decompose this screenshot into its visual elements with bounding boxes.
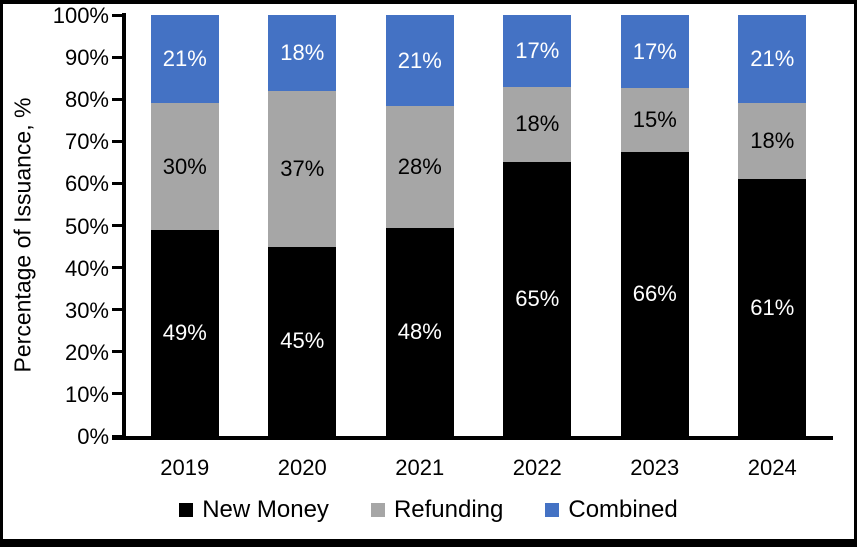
segment-refunding: 30% — [150, 103, 219, 230]
legend-item-refunding: Refunding — [370, 496, 504, 524]
segment-combined: 21% — [738, 15, 807, 104]
segment-combined: 21% — [385, 15, 454, 107]
y-axis-tick — [112, 266, 124, 270]
legend-swatch-refunding — [370, 503, 385, 517]
data-label: 21% — [162, 46, 207, 72]
y-axis-tick — [112, 224, 124, 227]
x-axis-label-2024: 2024 — [747, 455, 797, 480]
segment-refunding: 18% — [738, 103, 807, 180]
data-label: 21% — [397, 47, 442, 73]
y-axis-line — [122, 13, 126, 440]
bar-plot-area: 21% 30% 49% 18% 37% 45% 21% 28% 48% 17% 18% 65% 17% 1… — [126, 15, 831, 436]
data-label: 37% — [280, 155, 325, 181]
data-label: 18% — [750, 128, 795, 154]
y-axis-tick-label: 40% — [64, 255, 109, 281]
stacked-bar-2021: 21% 28% 48% — [385, 15, 454, 436]
legend-item-combined: Combined — [545, 496, 678, 524]
y-axis-tick-label: 0% — [77, 424, 109, 449]
y-axis-tick — [112, 392, 124, 396]
x-axis-label-2021: 2021 — [395, 455, 445, 480]
y-axis-tick-label: 50% — [64, 213, 109, 239]
legend-item-new-money: New Money — [179, 496, 329, 524]
x-axis-label-2022: 2022 — [512, 455, 562, 480]
data-label: 48% — [397, 318, 442, 344]
legend-label: Combined — [568, 496, 678, 523]
data-label: 61% — [750, 294, 795, 320]
segment-refunding: 28% — [385, 106, 454, 228]
y-axis-tick-label: 70% — [64, 129, 109, 155]
y-axis-tick-label: 30% — [64, 297, 109, 323]
chart-legend: New Money Refunding Combined — [3, 496, 854, 524]
data-label: 49% — [162, 319, 207, 345]
segment-new-money: 49% — [150, 229, 219, 436]
y-axis-tick — [112, 139, 124, 143]
data-label: 30% — [162, 153, 207, 179]
data-label: 28% — [397, 153, 442, 179]
data-label: 65% — [515, 286, 560, 312]
x-axis-label-2020: 2020 — [277, 455, 327, 480]
y-axis-tick-label: 90% — [64, 45, 109, 71]
segment-combined: 17% — [620, 15, 689, 89]
x-axis-label-group: 2019 2020 2021 2022 2023 2024 — [126, 455, 831, 481]
stacked-bar-2019: 21% 30% 49% — [150, 15, 219, 436]
data-label: 15% — [632, 107, 677, 133]
data-label: 66% — [632, 281, 677, 307]
segment-new-money: 48% — [385, 227, 454, 436]
y-axis-tick-label: 10% — [64, 381, 109, 407]
legend-label: Refunding — [393, 496, 504, 523]
y-axis-tick — [112, 13, 124, 17]
stacked-bar-2022: 17% 18% 65% — [503, 15, 572, 436]
data-label: 18% — [515, 111, 560, 137]
y-axis-tick — [112, 55, 124, 59]
x-axis-label-2023: 2023 — [630, 455, 680, 480]
y-axis-tick — [112, 350, 124, 354]
y-axis-tick — [112, 97, 124, 101]
y-axis-tick — [112, 308, 124, 312]
y-axis-tick-label: 80% — [64, 87, 109, 113]
segment-refunding: 15% — [620, 88, 689, 153]
segment-combined: 18% — [268, 15, 337, 91]
y-axis-tick-label: 100% — [52, 3, 109, 28]
y-axis-tick-label: 20% — [64, 339, 109, 365]
segment-refunding: 18% — [503, 86, 572, 163]
segment-new-money: 45% — [268, 246, 337, 436]
segment-new-money: 61% — [738, 179, 807, 436]
data-label: 18% — [280, 39, 325, 65]
stacked-bar-2020: 18% 37% 45% — [268, 15, 337, 436]
y-axis-tick-label: 60% — [64, 171, 109, 197]
legend-swatch-combined — [545, 503, 560, 517]
stacked-bar-2024: 21% 18% 61% — [738, 15, 807, 436]
stacked-bar-2023: 17% 15% 66% — [620, 15, 689, 436]
data-label: 45% — [280, 328, 325, 354]
data-label: 17% — [632, 38, 677, 64]
segment-new-money: 65% — [503, 162, 572, 436]
segment-combined: 17% — [503, 15, 572, 87]
x-axis-label-2019: 2019 — [160, 455, 210, 480]
x-axis-line — [112, 436, 833, 440]
legend-swatch-new-money — [179, 503, 194, 517]
plot-canvas: Percentage of Issuance, % 100% 90% 80% 70% 6… — [3, 4, 854, 539]
legend-label: New Money — [202, 496, 329, 523]
data-label: 17% — [515, 37, 560, 63]
segment-refunding: 37% — [268, 90, 337, 247]
segment-new-money: 66% — [620, 152, 689, 436]
segment-combined: 21% — [150, 15, 219, 104]
data-label: 21% — [750, 46, 795, 72]
y-axis-tick — [112, 181, 124, 185]
